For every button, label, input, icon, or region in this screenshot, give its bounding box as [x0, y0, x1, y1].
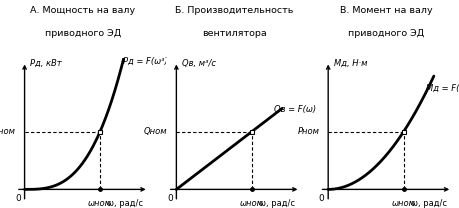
Text: В. Момент на валу: В. Момент на валу: [339, 6, 432, 15]
Text: Б. Производительность: Б. Производительность: [175, 6, 293, 15]
Text: А. Мощность на валу: А. Мощность на валу: [30, 6, 135, 15]
Text: Pд, кВт: Pд, кВт: [30, 59, 62, 68]
Text: ω, рад/с: ω, рад/с: [258, 199, 294, 208]
Text: Pном: Pном: [0, 127, 16, 136]
Text: Qв, м³/с: Qв, м³/с: [181, 59, 215, 68]
Text: вентилятора: вентилятора: [202, 29, 266, 38]
Text: Pном: Pном: [297, 127, 319, 136]
Text: 0: 0: [318, 194, 324, 203]
Text: Qном: Qном: [144, 127, 168, 136]
Text: ω, рад/с: ω, рад/с: [107, 199, 143, 208]
Text: ωном: ωном: [391, 199, 415, 208]
Text: Pд = F(ω³): Pд = F(ω³): [123, 56, 167, 66]
Text: 0: 0: [167, 194, 173, 203]
Text: Qв = F(ω): Qв = F(ω): [274, 105, 316, 114]
Text: Mд, Н·м: Mд, Н·м: [333, 59, 366, 68]
Text: приводного ЭД: приводного ЭД: [347, 29, 424, 38]
Text: 0: 0: [15, 194, 21, 203]
Text: ωном: ωном: [88, 199, 112, 208]
Text: приводного ЭД: приводного ЭД: [45, 29, 121, 38]
Text: ω, рад/с: ω, рад/с: [410, 199, 446, 208]
Text: ωном: ωном: [239, 199, 263, 208]
Text: Mд = F(ω²): Mд = F(ω²): [425, 84, 459, 93]
